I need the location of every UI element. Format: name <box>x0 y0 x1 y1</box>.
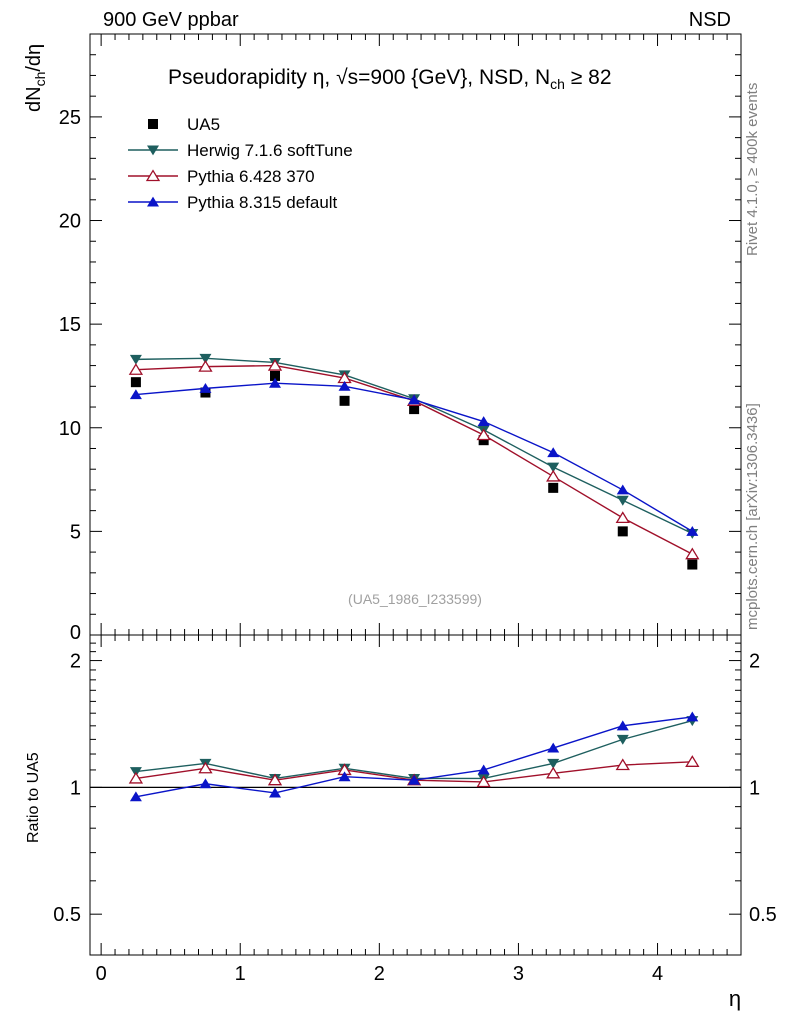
data-point <box>548 482 559 493</box>
x-tick-label: 3 <box>513 963 524 985</box>
ratio-data-point <box>199 778 212 789</box>
legend-label: Pythia 6.428 370 <box>187 167 315 186</box>
ratio-y-tick-label-right: 2 <box>749 651 760 673</box>
ratio-y-tick-label: 1 <box>70 777 81 799</box>
ratio-data-point <box>616 720 629 731</box>
data-point <box>616 484 629 495</box>
y-tick-label: 5 <box>70 521 81 543</box>
data-point <box>199 353 212 364</box>
ratio-data-point <box>547 758 560 769</box>
data-point <box>199 382 212 393</box>
data-point <box>339 395 350 406</box>
legend-label: UA5 <box>187 115 220 134</box>
data-point <box>686 525 699 536</box>
legend-marker <box>148 119 158 129</box>
data-point <box>128 363 144 375</box>
ratio-data-point <box>615 758 630 771</box>
ratio-data-point <box>269 787 282 798</box>
data-point <box>130 377 141 388</box>
data-point <box>617 526 628 537</box>
legend-label: Pythia 8.315 default <box>187 193 338 212</box>
data-point <box>616 495 629 506</box>
ratio-y-tick-label: 2 <box>70 651 81 673</box>
ratio-data-point <box>338 771 351 782</box>
ratio-data-point <box>198 761 213 774</box>
data-point <box>547 447 560 458</box>
y-tick-label: 25 <box>59 107 81 129</box>
x-tick-label: 1 <box>235 963 246 985</box>
data-point <box>338 380 351 391</box>
ratio-data-point <box>686 711 699 722</box>
ratio-data-point <box>477 764 490 775</box>
plot-title: Pseudorapidity η, √s=900 {GeV}, NSD, Nch… <box>168 66 612 92</box>
ratio-data-point <box>129 791 142 802</box>
data-point <box>408 394 421 405</box>
data-point <box>129 389 142 400</box>
y-tick-label: 10 <box>59 418 81 440</box>
y-tick-label: 15 <box>59 314 81 336</box>
legend-marker <box>147 145 159 156</box>
series-line <box>135 364 693 555</box>
ratio-data-point <box>476 775 491 788</box>
ratio-data-point <box>128 771 144 784</box>
data-point <box>687 559 698 570</box>
data-point <box>477 416 490 427</box>
data-point <box>267 358 283 371</box>
ratio-y-tick-label-right: 0.5 <box>749 904 777 926</box>
ratio-y-axis-label: Ratio to UA5 <box>25 752 42 843</box>
data-point <box>129 354 142 365</box>
x-axis-label: η <box>729 986 741 1011</box>
y-tick-label: 20 <box>59 211 81 233</box>
legend-marker <box>147 196 159 207</box>
x-tick-label: 4 <box>652 963 663 985</box>
data-point <box>409 404 420 415</box>
x-tick-label: 2 <box>374 963 385 985</box>
ratio-data-point <box>267 773 283 786</box>
data-point <box>547 462 560 473</box>
ratio-series-line <box>135 719 693 780</box>
data-point <box>615 511 630 524</box>
data-point <box>546 469 561 482</box>
header-left-label: 900 GeV ppbar <box>103 9 239 31</box>
analysis-watermark: (UA5_1986_I233599) <box>348 591 482 607</box>
ratio-data-point <box>616 734 629 745</box>
ratio-data-point <box>546 766 561 779</box>
ratio-data-point <box>547 742 560 753</box>
data-point <box>478 435 489 446</box>
x-tick-label: 0 <box>96 963 107 985</box>
data-point <box>476 428 491 441</box>
header-right-label: NSD <box>688 9 731 31</box>
y-axis-label: dNch/dη <box>23 44 48 112</box>
series-line <box>135 357 693 535</box>
ratio-data-point <box>685 755 700 767</box>
legend-label: Herwig 7.1.6 softTune <box>187 141 353 160</box>
y-tick-label: 0 <box>70 622 81 644</box>
data-point <box>198 359 213 372</box>
data-point <box>270 370 281 381</box>
data-point <box>269 377 282 388</box>
data-point <box>685 547 700 560</box>
ratio-data-point <box>408 774 421 785</box>
ratio-plot-frame <box>89 634 742 956</box>
ratio-y-tick-label-right: 1 <box>749 777 760 799</box>
legend-marker <box>145 169 161 182</box>
ratio-y-tick-label: 0.5 <box>53 904 81 926</box>
